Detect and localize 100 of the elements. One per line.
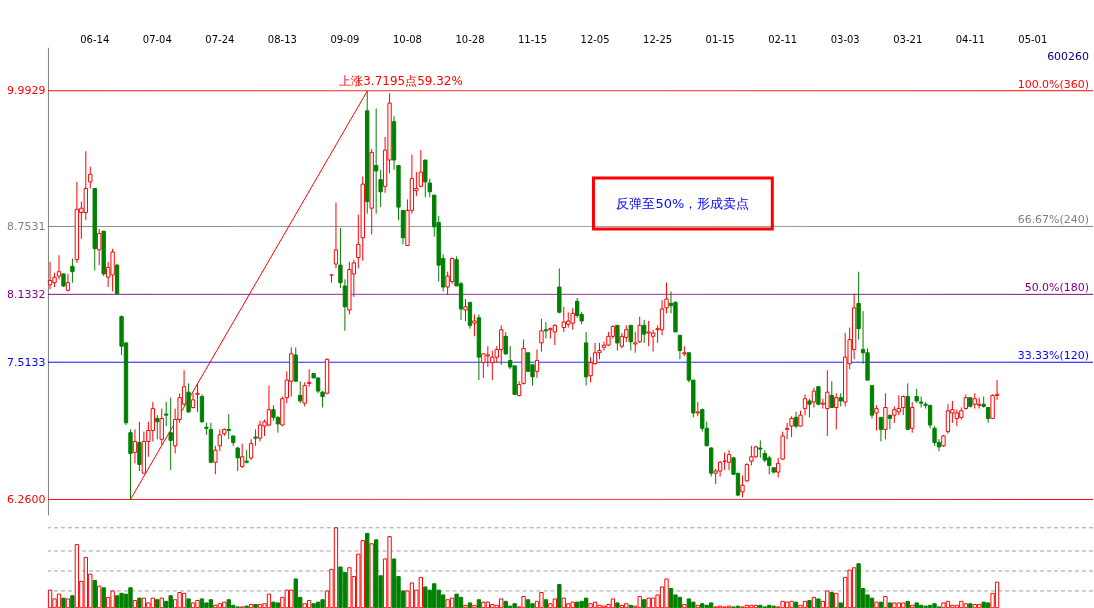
bar bbox=[137, 597, 142, 608]
candlestick bbox=[749, 445, 754, 467]
candlestick bbox=[132, 428, 138, 464]
candlestick bbox=[570, 307, 575, 331]
bar bbox=[155, 599, 160, 608]
candlestick bbox=[485, 345, 491, 368]
x-tick-label: 03-03 bbox=[830, 33, 860, 45]
x-tick-label: 08-13 bbox=[267, 33, 297, 45]
bar bbox=[579, 600, 584, 608]
candlestick bbox=[878, 416, 884, 442]
candlestick bbox=[302, 381, 307, 407]
bar bbox=[311, 603, 316, 608]
candlestick bbox=[650, 329, 656, 353]
candlestick bbox=[463, 298, 468, 322]
bar bbox=[503, 600, 508, 608]
bar bbox=[101, 587, 106, 608]
candlestick bbox=[168, 397, 173, 471]
candlestick bbox=[186, 382, 191, 414]
bar bbox=[927, 604, 933, 608]
bar bbox=[985, 602, 991, 608]
bar bbox=[816, 598, 821, 608]
candlestick bbox=[534, 348, 540, 379]
candlestick bbox=[467, 301, 473, 330]
bar bbox=[793, 601, 799, 608]
bar bbox=[373, 539, 379, 608]
x-tick-label: 07-04 bbox=[142, 33, 172, 45]
annotation: 66.67%(240) bbox=[1017, 213, 1089, 227]
x-tick-label: 06-14 bbox=[80, 33, 110, 45]
bar bbox=[668, 588, 674, 608]
bar bbox=[918, 604, 924, 608]
bar bbox=[320, 599, 325, 608]
bar bbox=[204, 602, 209, 608]
candlestick bbox=[932, 425, 937, 447]
candlestick bbox=[642, 319, 647, 344]
candlestick bbox=[195, 382, 200, 413]
bar bbox=[315, 601, 321, 608]
bar bbox=[454, 593, 459, 608]
candlestick bbox=[110, 248, 115, 292]
bar bbox=[628, 604, 633, 608]
bar bbox=[275, 602, 281, 608]
annotation: 33.33%(120) bbox=[1017, 349, 1089, 363]
x-tick-label: 01-15 bbox=[705, 33, 735, 45]
candlestick bbox=[829, 380, 834, 408]
candlestick bbox=[137, 421, 142, 472]
bar bbox=[677, 596, 683, 608]
candlestick bbox=[235, 446, 240, 472]
bar bbox=[114, 595, 120, 608]
bar bbox=[530, 603, 535, 608]
x-tick-label: 03-21 bbox=[893, 33, 923, 45]
candlestick bbox=[883, 392, 888, 440]
bar bbox=[905, 600, 910, 608]
bar bbox=[208, 599, 214, 608]
bar bbox=[887, 602, 893, 608]
bar bbox=[199, 598, 205, 608]
bar bbox=[423, 586, 428, 608]
candlestick bbox=[910, 401, 915, 434]
bar bbox=[128, 587, 133, 608]
bar bbox=[543, 599, 549, 608]
candlestick bbox=[128, 428, 133, 500]
bar bbox=[365, 532, 370, 608]
bar bbox=[686, 598, 692, 608]
bar bbox=[92, 580, 97, 608]
candlestick bbox=[659, 299, 665, 336]
candlestick bbox=[945, 403, 951, 435]
x-tick-label: 12-05 bbox=[580, 33, 610, 45]
candlestick bbox=[226, 413, 231, 440]
candlestick bbox=[333, 202, 339, 269]
candlestick bbox=[418, 149, 424, 188]
bar bbox=[856, 563, 861, 608]
bar bbox=[338, 566, 343, 608]
bar bbox=[878, 601, 884, 608]
x-tick-label: 11-15 bbox=[518, 33, 548, 45]
bar bbox=[557, 584, 562, 608]
candlestick bbox=[789, 415, 794, 438]
x-tick-label: 07-24 bbox=[205, 33, 235, 45]
bar bbox=[829, 592, 834, 608]
candlestick bbox=[298, 380, 303, 404]
bar bbox=[391, 558, 397, 608]
candlestick bbox=[901, 394, 906, 416]
bar bbox=[968, 603, 973, 608]
bar bbox=[271, 601, 276, 608]
bar bbox=[253, 604, 258, 608]
candlestick bbox=[56, 254, 62, 280]
bar bbox=[642, 599, 647, 608]
annotation: 100.0%(360) bbox=[1017, 77, 1089, 91]
candlestick bbox=[70, 258, 75, 284]
candlestick bbox=[552, 323, 558, 346]
annotation: 50.0%(180) bbox=[1024, 281, 1089, 295]
candlestick bbox=[503, 331, 508, 356]
candlestick bbox=[825, 369, 830, 437]
bar bbox=[575, 601, 580, 608]
chart-title: 600260 bbox=[1047, 50, 1090, 64]
candlestick bbox=[834, 392, 839, 430]
bar bbox=[914, 602, 919, 608]
candlestick bbox=[927, 404, 933, 429]
candlestick bbox=[190, 392, 196, 410]
x-tick-label: 12-25 bbox=[643, 33, 673, 45]
annotation: 上涨3.7195点59.32% bbox=[339, 74, 463, 89]
bar bbox=[186, 598, 191, 608]
bar bbox=[583, 597, 589, 608]
